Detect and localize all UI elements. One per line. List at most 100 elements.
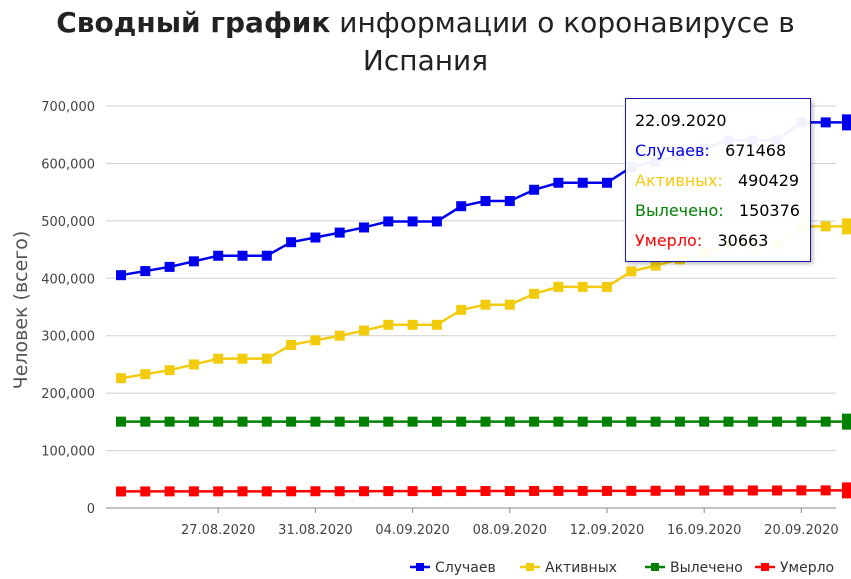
data-point [820,117,831,128]
data-point [116,416,126,427]
x-tick-label: 27.08.2020 [181,523,255,538]
data-point [699,485,710,496]
data-point [286,237,297,248]
data-point [116,373,126,384]
data-point [383,416,394,427]
data-point [626,485,637,496]
data-point [188,359,199,370]
x-tick-label: 31.08.2020 [278,523,352,538]
data-point [529,288,540,299]
tooltip-value-deaths: 30663 [717,231,769,250]
y-tick-label: 200,000 [41,387,95,402]
legend-marker [416,563,424,571]
data-point [407,319,418,330]
data-point [820,485,831,496]
data-point [602,485,612,496]
data-point [772,416,783,427]
data-point [334,416,345,427]
data-point [310,416,321,427]
data-point [261,416,272,427]
data-point [213,416,224,427]
legend-marker [651,563,659,571]
data-point [140,266,151,277]
chart-title-rest: информации о коронавирусе в Испания [330,6,795,77]
data-point [407,486,418,497]
data-point [529,416,540,427]
data-point [164,486,175,497]
tooltip-value-recovered: 150376 [738,201,800,220]
data-point [383,486,394,497]
data-point [772,485,783,496]
data-point [820,221,831,232]
data-point [359,486,369,497]
grid-lines [106,105,836,509]
legend-item: Умерло [755,560,834,576]
legend-label: Случаев [435,560,496,576]
data-point [140,486,151,497]
data-point [842,413,851,430]
y-tick-label: 300,000 [41,330,95,345]
data-point [310,232,321,243]
x-tick-label: 08.09.2020 [473,523,547,538]
data-point [842,218,851,235]
data-point [504,416,515,427]
series-Вылечено [116,413,851,430]
data-point [164,261,175,272]
chart-title: Сводный график информации о коронавирусе… [0,4,851,80]
data-point [140,369,151,380]
data-point [796,485,807,496]
x-tick-label: 20.09.2020 [764,523,838,538]
x-tick-label: 12.09.2020 [570,523,644,538]
y-tick-label: 700,000 [41,100,95,115]
data-point [650,416,661,427]
data-point [577,485,588,496]
data-point [674,485,685,496]
data-point [116,486,126,497]
data-point [842,482,851,499]
tooltip-label-active: Активных: [635,171,723,190]
legend-marker [761,563,769,571]
data-point [480,486,491,497]
data-point [529,184,540,195]
data-point [116,270,126,281]
data-point [383,216,394,227]
legend: Случаев Активных Вылечено Умерло [410,560,834,576]
data-point [602,416,612,427]
data-point [553,485,564,496]
data-point [237,250,248,261]
x-tick-label: 04.09.2020 [375,523,449,538]
data-point [334,486,345,497]
data-point [796,416,807,427]
data-point [456,486,467,497]
tooltip-value-active: 490429 [737,171,800,190]
data-point [820,416,831,427]
legend-label: Умерло [780,560,834,576]
legend-label: Активных [545,560,617,576]
data-point [140,416,151,427]
data-point [480,196,491,207]
data-point [723,416,734,427]
data-point [359,416,369,427]
data-point [504,299,515,310]
data-point [431,486,442,497]
data-point [261,353,272,364]
data-point [237,353,248,364]
y-axis-label: Человек (всего) [10,231,32,390]
data-point [164,416,175,427]
data-point [577,177,588,188]
data-point [553,177,564,188]
data-point [577,416,588,427]
data-point [334,330,345,341]
data-point [164,365,175,376]
data-point [237,416,248,427]
legend-label: Вылечено [670,560,743,576]
data-point [529,485,540,496]
data-point [577,281,588,292]
data-point [431,216,442,227]
data-point [553,281,564,292]
data-point [842,114,851,131]
y-tick-label: 500,000 [41,215,95,230]
data-point [261,250,272,261]
data-point [237,486,248,497]
series-Умерло [116,482,851,499]
